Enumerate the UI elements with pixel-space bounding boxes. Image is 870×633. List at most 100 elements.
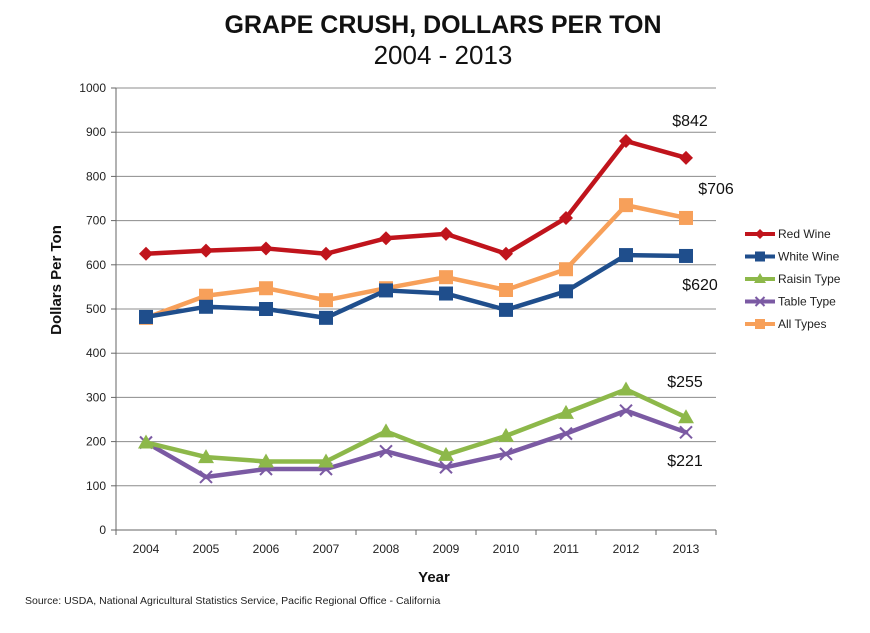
annotation-raisin-type: $255: [667, 374, 703, 391]
legend-label: Table Type: [778, 295, 836, 309]
legend-label: White Wine: [778, 250, 840, 264]
data-point-raisin-type: [378, 423, 394, 438]
x-tick-label: 2006: [253, 542, 280, 556]
legend-item-table-type: Table Type: [745, 295, 836, 309]
y-tick-label: 800: [86, 169, 106, 183]
data-point-raisin-type: [498, 427, 514, 442]
data-point-raisin-type: [198, 449, 214, 464]
data-point-raisin-type: [438, 446, 454, 461]
data-point-all-types: [319, 293, 333, 308]
legend-marker: [755, 251, 765, 262]
y-axis-ticks: 0 100 200 300 400 500 600 700 800 900 1000: [79, 81, 116, 537]
value-annotations: $842 $706 $620 $255 $221: [667, 113, 734, 470]
data-point-white-wine: [679, 248, 693, 263]
x-tick-label: 2013: [673, 542, 700, 556]
data-point-white-wine: [439, 286, 453, 301]
data-point-red-wine: [619, 134, 633, 149]
legend-item-all-types: All Types: [745, 317, 826, 331]
data-point-white-wine: [199, 299, 213, 314]
axes: [115, 88, 716, 531]
marker-stroke: [679, 425, 693, 440]
annotation-table-type: $221: [667, 453, 703, 470]
legend-marker: [754, 273, 766, 283]
marker-stroke: [379, 444, 393, 459]
legend-label: All Types: [778, 317, 826, 331]
series-line-white-wine: [143, 252, 689, 321]
series-raisin-type: [138, 381, 694, 468]
x-tick-label: 2008: [373, 542, 400, 556]
data-point-red-wine: [139, 246, 153, 261]
data-point-table-type: [679, 425, 693, 440]
data-point-raisin-type: [258, 453, 274, 468]
gridlines: [116, 87, 716, 487]
x-tick-label: 2007: [313, 542, 340, 556]
data-point-white-wine: [379, 283, 393, 298]
data-point-raisin-type: [558, 404, 574, 419]
data-point-red-wine: [679, 150, 693, 165]
marker-stroke: [559, 426, 573, 441]
annotation-all-types: $706: [698, 181, 734, 198]
annotation-red-wine: $842: [672, 113, 708, 130]
legend-item-raisin-type: Raisin Type: [745, 272, 841, 286]
y-tick-label: 600: [86, 258, 106, 272]
data-point-white-wine: [499, 302, 513, 317]
series-line-raisin-type: [143, 387, 689, 464]
data-point-white-wine: [139, 309, 153, 324]
marker-stroke: [199, 470, 213, 484]
x-tick-label: 2010: [493, 542, 520, 556]
legend-marker: [755, 229, 765, 239]
legend-marker: [755, 319, 765, 329]
x-axis-ticks: 2004 2005 2006 2007 2008 2009 2010 2011 2012 2013: [115, 530, 717, 556]
series-layer: [138, 134, 694, 484]
data-point-all-types: [619, 198, 633, 213]
marker-stroke: [754, 296, 766, 307]
data-point-table-type: [379, 444, 393, 459]
y-tick-label: 400: [86, 346, 106, 360]
data-point-white-wine: [319, 310, 333, 325]
chart-subtitle: 2004 - 2013: [374, 40, 513, 70]
x-tick-label: 2004: [133, 542, 160, 556]
y-tick-label: 900: [86, 125, 106, 139]
series-table-type: [139, 403, 693, 484]
chart-title: GRAPE CRUSH, DOLLARS PER TON: [224, 11, 661, 39]
legend-marker: [754, 296, 766, 307]
data-point-red-wine: [379, 231, 393, 246]
y-tick-label: 200: [86, 435, 106, 449]
y-tick-label: 300: [86, 390, 106, 404]
marker-stroke: [439, 460, 453, 474]
data-point-red-wine: [319, 246, 333, 261]
y-tick-label: 700: [86, 214, 106, 228]
data-point-white-wine: [259, 302, 273, 316]
legend: Red Wine White Wine Raisin Type Table Type A…: [745, 227, 841, 331]
annotation-white-wine: $620: [682, 277, 718, 294]
marker-stroke: [499, 447, 513, 461]
x-axis-title: Year: [418, 569, 450, 586]
series-line-all-types: [143, 202, 689, 321]
data-point-white-wine: [619, 248, 633, 263]
y-tick-label: 0: [99, 523, 106, 537]
data-point-red-wine: [559, 210, 573, 225]
x-tick-label: 2005: [193, 542, 220, 556]
data-point-all-types: [199, 288, 213, 303]
data-point-raisin-type: [618, 381, 634, 396]
y-tick-label: 500: [86, 302, 106, 316]
data-point-red-wine: [199, 243, 213, 258]
legend-label: Raisin Type: [778, 272, 841, 286]
data-point-red-wine: [259, 241, 273, 256]
marker-stroke: [619, 403, 633, 418]
y-tick-label: 100: [86, 479, 106, 493]
x-tick-label: 2012: [613, 542, 640, 556]
series-all-types: [139, 198, 693, 325]
data-point-table-type: [439, 460, 453, 474]
data-point-table-type: [499, 447, 513, 461]
data-point-white-wine: [559, 284, 573, 299]
data-point-all-types: [439, 270, 453, 285]
data-point-all-types: [679, 210, 693, 225]
data-point-all-types: [499, 282, 513, 297]
series-red-wine: [139, 134, 693, 261]
x-tick-label: 2011: [553, 542, 579, 556]
data-point-raisin-type: [138, 434, 154, 449]
data-point-red-wine: [499, 246, 513, 261]
y-tick-label: 1000: [79, 81, 106, 95]
